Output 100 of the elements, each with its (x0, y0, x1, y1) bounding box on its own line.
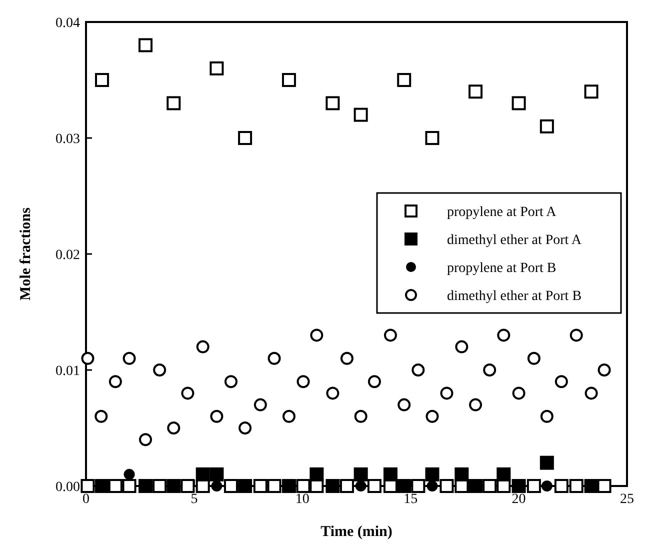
point (254, 398, 267, 412)
point (108, 375, 122, 388)
point (482, 479, 497, 493)
point (196, 340, 210, 354)
point (326, 479, 340, 493)
y-axis-title: Mole fractions (18, 207, 34, 300)
point (569, 479, 584, 493)
point (282, 410, 296, 423)
point (425, 467, 440, 482)
x-tick-label: 25 (620, 492, 634, 507)
point (354, 410, 368, 423)
point (95, 479, 110, 493)
point (512, 479, 526, 493)
x-tick-label: 10 (295, 492, 310, 507)
point (253, 479, 268, 493)
point (398, 398, 411, 412)
x-axis-title: Time (min) (320, 524, 392, 540)
point (181, 386, 194, 400)
point (282, 479, 296, 493)
point (554, 479, 568, 493)
point (224, 479, 238, 493)
point (512, 386, 526, 400)
point (526, 479, 541, 493)
x-tick-label: 0 (82, 492, 90, 507)
point (138, 479, 153, 493)
point (512, 96, 526, 110)
point (355, 480, 366, 492)
point (166, 96, 181, 110)
legend-label: propylene at Port B (447, 261, 556, 276)
point (397, 479, 412, 493)
point (167, 422, 180, 434)
point (540, 119, 554, 134)
point (412, 364, 425, 376)
point (180, 479, 195, 493)
point (296, 479, 310, 493)
point (540, 410, 554, 423)
point (584, 386, 598, 400)
point (153, 364, 166, 376)
point (411, 479, 426, 493)
point (210, 410, 224, 423)
point (122, 352, 136, 365)
y-tick-label: 0.03 (56, 132, 80, 147)
y-tick-label: 0.04 (56, 16, 80, 31)
point (425, 131, 440, 145)
point (238, 479, 252, 493)
point (268, 352, 281, 365)
point (527, 352, 540, 365)
point (584, 84, 598, 99)
point (138, 38, 153, 52)
point (139, 433, 152, 446)
point (454, 467, 469, 482)
point (122, 479, 136, 493)
point (326, 96, 340, 110)
point (166, 479, 181, 493)
point (483, 364, 496, 376)
point (310, 467, 324, 482)
point (455, 340, 468, 354)
point (152, 479, 167, 493)
point (94, 410, 108, 423)
point (196, 467, 210, 482)
point (296, 375, 310, 388)
x-tick-label: 15 (404, 492, 418, 507)
point (426, 480, 438, 492)
point (267, 479, 282, 493)
point (598, 364, 611, 376)
point (496, 467, 511, 482)
point (224, 375, 238, 388)
y-tick-label: 0.00 (56, 480, 80, 495)
point (310, 328, 324, 342)
point (95, 73, 110, 87)
point (570, 328, 583, 342)
point (497, 328, 510, 342)
point (124, 468, 135, 480)
point (367, 479, 382, 493)
point (426, 410, 439, 423)
legend-label: propylene at Port A (447, 205, 558, 220)
x-tick-label: 5 (190, 492, 198, 507)
point (397, 73, 412, 87)
point (541, 480, 552, 492)
point (340, 479, 354, 493)
point (210, 61, 224, 76)
point (211, 480, 222, 492)
point (554, 375, 568, 388)
point (81, 352, 94, 365)
point (340, 352, 354, 365)
point (326, 386, 340, 400)
point (354, 467, 368, 482)
point (468, 84, 483, 99)
point (540, 456, 554, 470)
point (354, 108, 368, 122)
point (468, 479, 483, 493)
legend-label: dimethyl ether at Port B (447, 289, 582, 304)
point (584, 479, 598, 493)
point (383, 467, 398, 482)
point (80, 479, 95, 493)
legend-label: dimethyl ether at Port A (447, 233, 582, 248)
y-tick-label: 0.01 (56, 364, 80, 379)
point (597, 479, 612, 493)
point (384, 328, 397, 342)
point (282, 73, 296, 87)
